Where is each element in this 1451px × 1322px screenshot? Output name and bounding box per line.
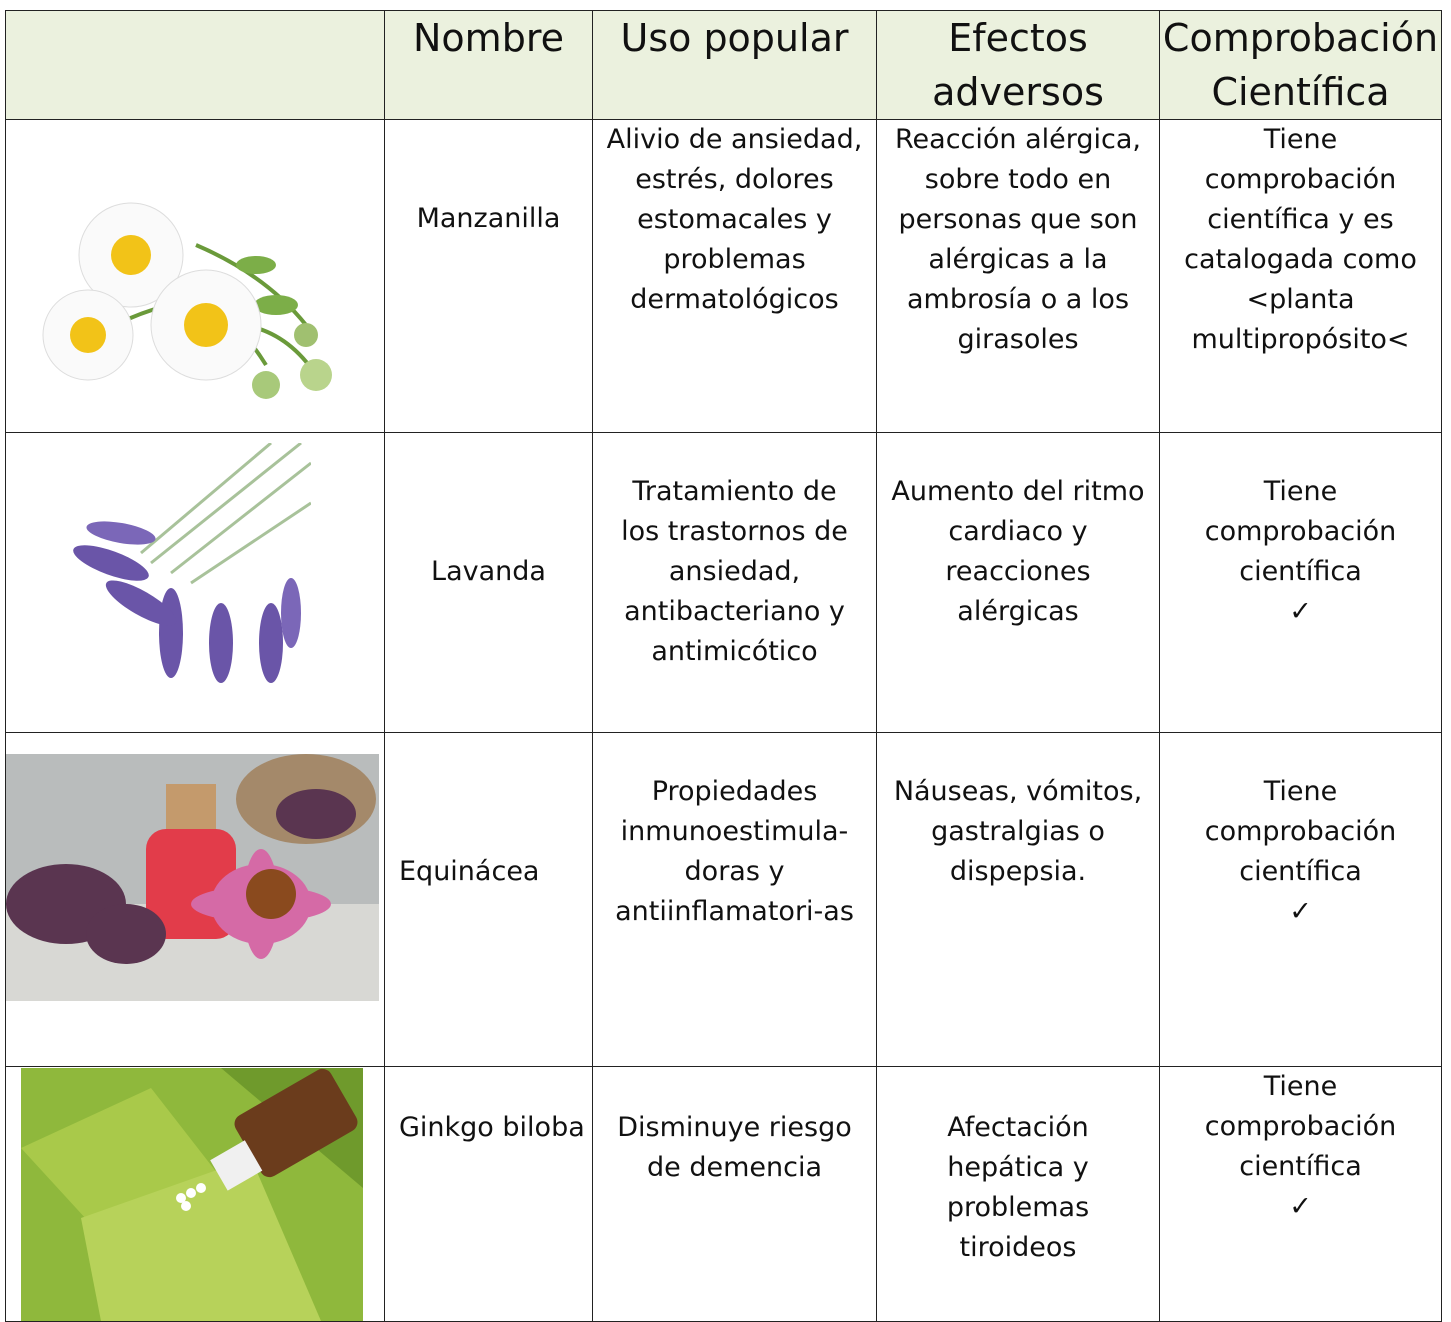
text-line: Tiene (1263, 476, 1338, 507)
cell: Alivio de ansiedad, estrés, dolores estoma… (592, 119, 877, 433)
text-line: problemas (663, 244, 806, 275)
plant-name: Ginkgo biloba (399, 1112, 585, 1143)
row: Ginkgo biloba Disminuye riesgo de demenci… (5, 1066, 1442, 1322)
name-cell: Manzanilla (384, 119, 593, 433)
text-line: catalogada como (1184, 244, 1417, 275)
header-cell: Nombre (384, 10, 593, 120)
header-row: Nombre Uso popular Efectos adversos Compr… (5, 10, 1442, 120)
cell: Afectación hepática y problemas tiroideos (876, 1066, 1160, 1322)
text-line: estrés, dolores (635, 164, 834, 195)
text-line: Aumento del ritmo (891, 476, 1145, 507)
text-line: antiinflamatori-as (615, 896, 854, 927)
text-line: girasoles (957, 324, 1079, 355)
text-line: Científica (1211, 70, 1390, 114)
text-line: personas que son (898, 204, 1138, 235)
cell: Reacción alérgica, sobre todo en personas … (876, 119, 1160, 433)
header-cell: Uso popular (592, 10, 877, 120)
text-line: comprobación (1204, 516, 1397, 547)
plant-name: Manzanilla (416, 203, 561, 234)
text-line: alérgicas a la (928, 244, 1108, 275)
cell: Tiene comprobación científica ✓ (1159, 432, 1442, 733)
text-line: estomacales y (637, 204, 832, 235)
name-cell: Ginkgo biloba (384, 1066, 593, 1322)
text-line: Tiene (1263, 1071, 1338, 1102)
text-line: comprobación (1204, 1111, 1397, 1142)
text-line: cardiaco y (948, 516, 1088, 547)
cell: Tiene comprobación científica ✓ (1159, 732, 1442, 1067)
text-line: Comprobación (1162, 16, 1439, 60)
cell: Náuseas, vómitos, gastralgias o dispepsia. (876, 732, 1160, 1067)
image-cell (5, 1066, 385, 1322)
text-line: ✓ (1289, 1191, 1312, 1222)
text-line: Efectos (948, 16, 1088, 60)
header-cell: Efectos adversos (876, 10, 1160, 120)
image-cell (5, 119, 385, 433)
text-line: multipropósito< (1191, 324, 1410, 355)
row: Manzanilla Alivio de ansiedad, estrés, do… (5, 119, 1442, 433)
text-line: científica (1239, 1151, 1362, 1182)
text-line: dispepsia. (949, 856, 1087, 887)
header-cell (5, 10, 385, 120)
text-line: Alivio de ansiedad, (606, 124, 863, 155)
text-line: Disminuye riesgo (617, 1112, 852, 1143)
cell: Tiene comprobación científica ✓ (1159, 1066, 1442, 1322)
cell: Disminuye riesgo de demencia (592, 1066, 877, 1322)
text-line: Nombre (413, 16, 564, 60)
text-line: reacciones (945, 556, 1091, 587)
name-cell: Lavanda (384, 432, 593, 733)
cell: Propiedades inmunoestimula-doras y antiinf… (592, 732, 877, 1067)
name-cell: Equinácea (384, 732, 593, 1067)
row: Lavanda Tratamiento de los trastornos de a… (5, 432, 1442, 733)
text-line: científica y es (1207, 204, 1394, 235)
lavender-image (73, 443, 311, 683)
text-line: doras y (684, 856, 785, 887)
text-line: comprobación (1204, 164, 1397, 195)
text-line: científica (1239, 856, 1362, 887)
cell: Tratamiento de los trastornos de ansiedad,… (592, 432, 877, 733)
ginkgo-image (21, 1068, 363, 1321)
image-cell (5, 432, 385, 733)
text-line: Propiedades (651, 776, 818, 807)
plant-name: Lavanda (431, 556, 546, 587)
image-cell (5, 732, 385, 1067)
text-line: dermatológicos (630, 284, 839, 315)
herb-table: Nombre Uso popular Efectos adversos Compr… (5, 10, 1442, 1322)
text-line: problemas (946, 1192, 1090, 1223)
text-line: ✓ (1289, 896, 1312, 927)
text-line: antibacteriano y (624, 596, 845, 627)
text-line: científica (1239, 556, 1362, 587)
text-line: ambrosía o a los (906, 284, 1130, 315)
text-line: ansiedad, (668, 556, 801, 587)
chamomile-image (42, 202, 332, 399)
text-line: hepática y (947, 1152, 1089, 1183)
echinacea-image (6, 754, 379, 1001)
text-line: Uso popular (620, 16, 849, 60)
text-line: Náuseas, vómitos, (893, 776, 1143, 807)
text-line: tiroideos (959, 1232, 1077, 1263)
text-line: alérgicas (957, 596, 1079, 627)
text-line: antimicótico (651, 636, 818, 667)
text-line: adversos (932, 70, 1104, 114)
row: Equinácea Propiedades inmunoestimula-dora… (5, 732, 1442, 1067)
text-line: Afectación (947, 1112, 1089, 1143)
text-line: de demencia (647, 1152, 822, 1183)
cell: Aumento del ritmo cardiaco y reacciones alé… (876, 432, 1160, 733)
text-line: gastralgias o (931, 816, 1105, 847)
text-line: inmunoestimula- (620, 816, 849, 847)
plant-name: Equinácea (399, 856, 540, 887)
header-cell: Comprobación Científica (1159, 10, 1442, 120)
text-line: Reacción alérgica, (894, 124, 1141, 155)
cell: Tiene comprobación científica y es cataloga… (1159, 119, 1442, 433)
text-line: Tiene (1263, 776, 1338, 807)
text-line: sobre todo en (924, 164, 1112, 195)
text-line: <planta (1246, 284, 1355, 315)
text-line: los trastornos de (621, 516, 848, 547)
text-line: Tiene (1263, 124, 1338, 155)
text-line: comprobación (1204, 816, 1397, 847)
text-line: Tratamiento de (632, 476, 837, 507)
text-line: ✓ (1289, 596, 1312, 627)
